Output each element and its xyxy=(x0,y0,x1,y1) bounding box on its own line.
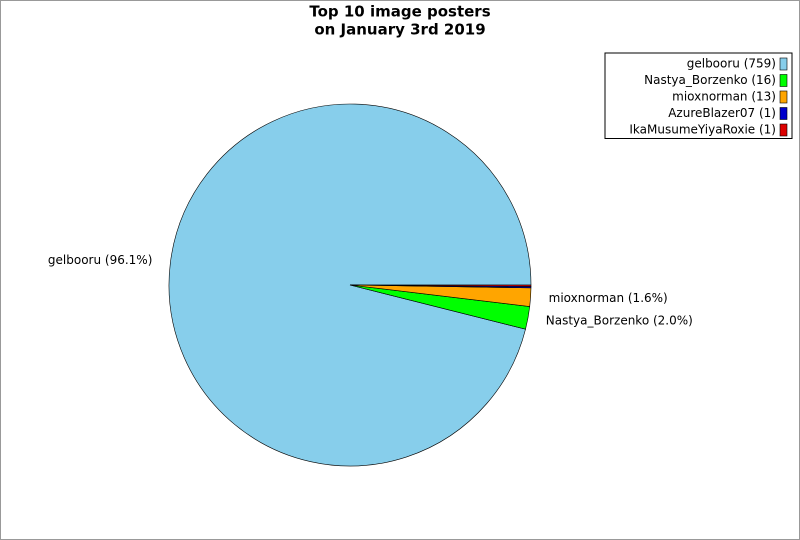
legend-label: gelbooru (759) xyxy=(687,57,776,71)
legend-swatch xyxy=(779,90,788,104)
slice-label: Nastya_Borzenko (2.0%) xyxy=(546,314,693,328)
chart-title: on January 3rd 2019 xyxy=(314,21,485,39)
chart-title: Top 10 image posters xyxy=(309,3,490,21)
legend-label: AzureBlazer07 (1) xyxy=(668,106,776,120)
legend-swatch xyxy=(779,123,788,137)
legend-label: mioxnorman (13) xyxy=(672,90,776,104)
legend-box xyxy=(604,52,793,139)
legend-label: IkaMusumeYiyaRoxie (1) xyxy=(629,123,776,137)
slice-label: gelbooru (96.1%) xyxy=(48,253,152,267)
legend-swatch xyxy=(779,107,788,120)
legend-label: Nastya_Borzenko (16) xyxy=(644,73,776,87)
legend-swatch xyxy=(779,57,788,71)
legend-swatch xyxy=(779,74,788,87)
pie-slice xyxy=(349,284,532,287)
slice-label: mioxnorman (1.6%) xyxy=(549,291,668,305)
